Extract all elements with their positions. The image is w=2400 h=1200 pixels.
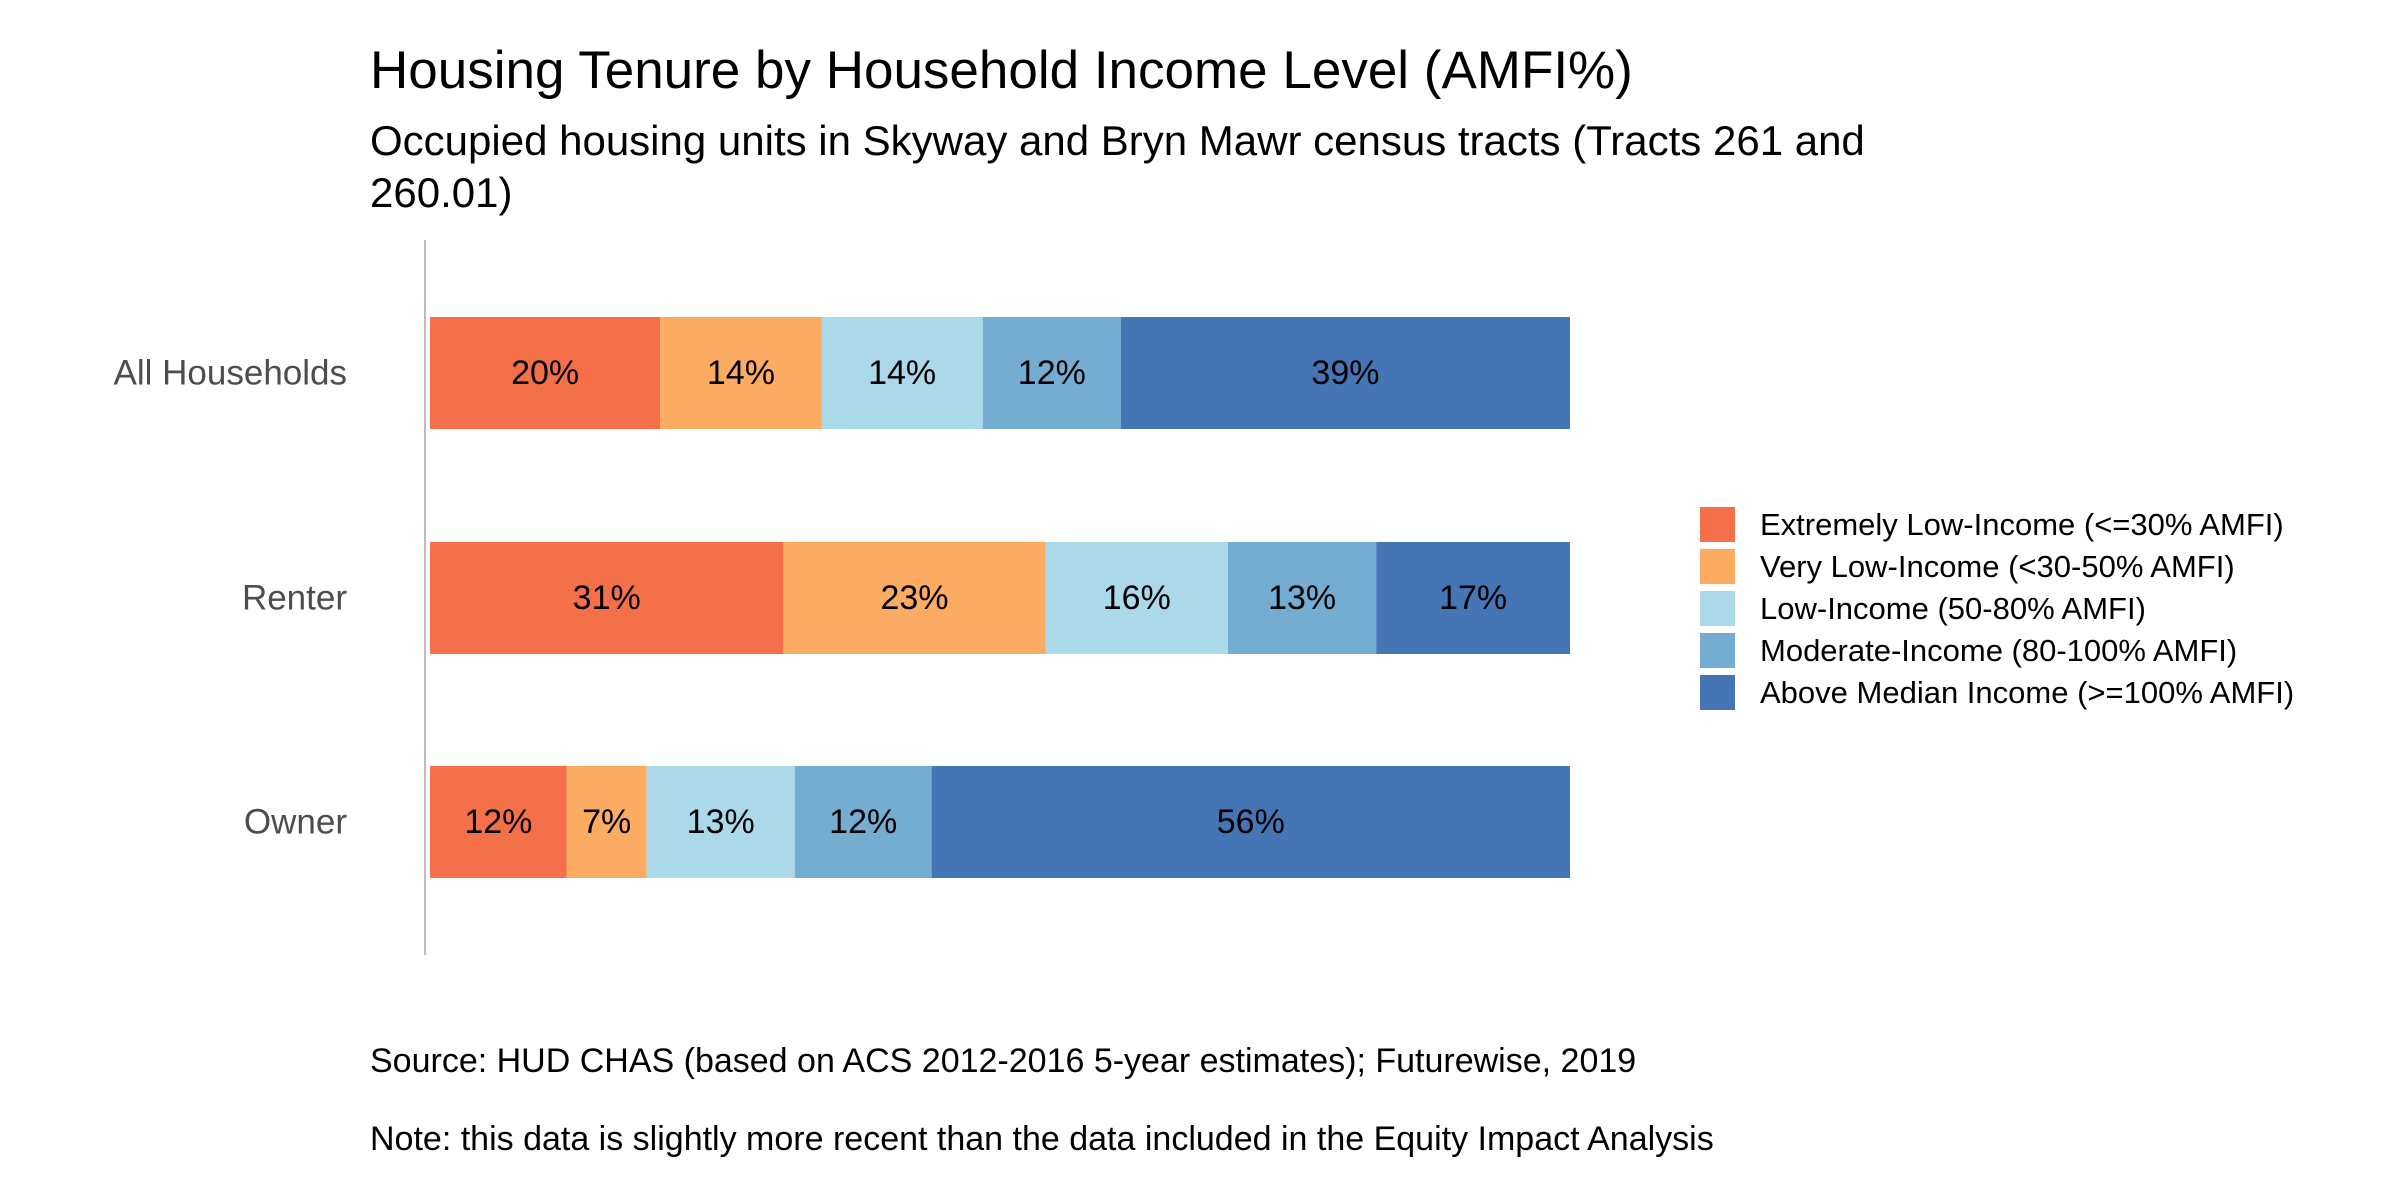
data-label: 20% [511, 354, 579, 392]
data-label: 12% [464, 803, 532, 841]
chart-title: Housing Tenure by Household Income Level… [370, 41, 1633, 100]
data-label: 12% [1018, 354, 1086, 392]
y-tick-label: Owner [244, 803, 347, 842]
bar-segment [821, 317, 983, 429]
bar-segment [566, 766, 647, 878]
bar-segment [1376, 542, 1570, 654]
data-label: 17% [1439, 579, 1507, 617]
bar-segment [660, 317, 822, 429]
data-label: 12% [829, 803, 897, 841]
data-label: 14% [868, 354, 936, 392]
legend-swatch [1700, 633, 1735, 668]
bar-segment [1045, 542, 1228, 654]
legend-swatch [1700, 507, 1735, 542]
bar-segment [982, 317, 1121, 429]
legend-label: Very Low-Income (<30-50% AMFI) [1760, 549, 2235, 584]
legend-label: Above Median Income (>=100% AMFI) [1760, 675, 2294, 710]
data-label: 13% [1268, 579, 1336, 617]
legend-swatch [1700, 591, 1735, 626]
footnote: Note: this data is slightly more recent … [370, 1120, 1714, 1158]
data-label: 39% [1311, 354, 1379, 392]
y-tick-label: All Households [114, 354, 347, 393]
bar-segment [430, 542, 784, 654]
bar-segment [794, 766, 932, 878]
legend-swatch [1700, 549, 1735, 584]
data-label: 13% [687, 803, 755, 841]
y-tick-label: Renter [242, 579, 347, 618]
data-label: 23% [880, 579, 948, 617]
bar-segment [430, 317, 661, 429]
data-label: 14% [707, 354, 775, 392]
data-label: 16% [1103, 579, 1171, 617]
legend-label: Extremely Low-Income (<=30% AMFI) [1760, 507, 2284, 542]
data-label: 7% [582, 803, 631, 841]
data-label: 31% [573, 579, 641, 617]
legend-label: Moderate-Income (80-100% AMFI) [1760, 633, 2237, 668]
bar-segment [783, 542, 1046, 654]
bar-segment [931, 766, 1570, 878]
bar-segment [1228, 542, 1377, 654]
legend-label: Low-Income (50-80% AMFI) [1760, 591, 2146, 626]
source-note: Source: HUD CHAS (based on ACS 2012-2016… [370, 1042, 1637, 1080]
chart-subtitle: Occupied housing units in Skyway and Bry… [370, 117, 1865, 216]
bar-segment [1120, 317, 1570, 429]
data-label: 56% [1217, 803, 1285, 841]
legend-swatch [1700, 675, 1735, 710]
bar-segment [430, 766, 567, 878]
bar-segment [646, 766, 795, 878]
